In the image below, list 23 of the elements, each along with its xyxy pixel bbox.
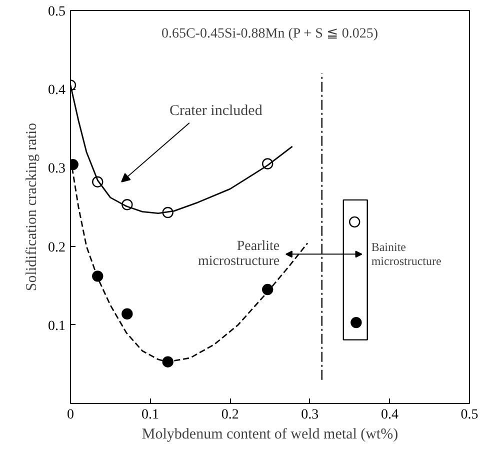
point [262,284,274,296]
x-tick-label: 0.3 [301,408,319,422]
text: 0.65C-0.45Si-0.88Mn (P + S ≦ 0.025) [161,26,378,42]
y-tick-label: 0.2 [48,240,66,256]
x-tick-label: 0 [67,408,74,422]
point [122,308,133,320]
x-axis-title: Molybdenum content of weld metal (wt%) [142,426,398,442]
point [348,216,360,228]
x-tick-label: 0.5 [460,408,478,422]
point [162,356,174,368]
x-tick-label: 0.4 [380,408,398,422]
x-tick-label: 0.1 [142,408,160,422]
y-tick-label: 0.5 [48,4,66,20]
point [92,270,104,282]
x-tick-label: 0.2 [221,408,239,422]
y-axis-title: Solidification cracking ratio [24,122,40,292]
annotation: Bainite microstructure [371,240,442,268]
annotation: Pearlite microstructure [198,239,280,270]
y-tick-label: 0.3 [48,162,66,177]
y-tick-label: 0.1 [48,318,66,334]
y-tick-label: 0.4 [48,83,66,98]
point [350,316,362,328]
text: Crater included [169,103,263,120]
